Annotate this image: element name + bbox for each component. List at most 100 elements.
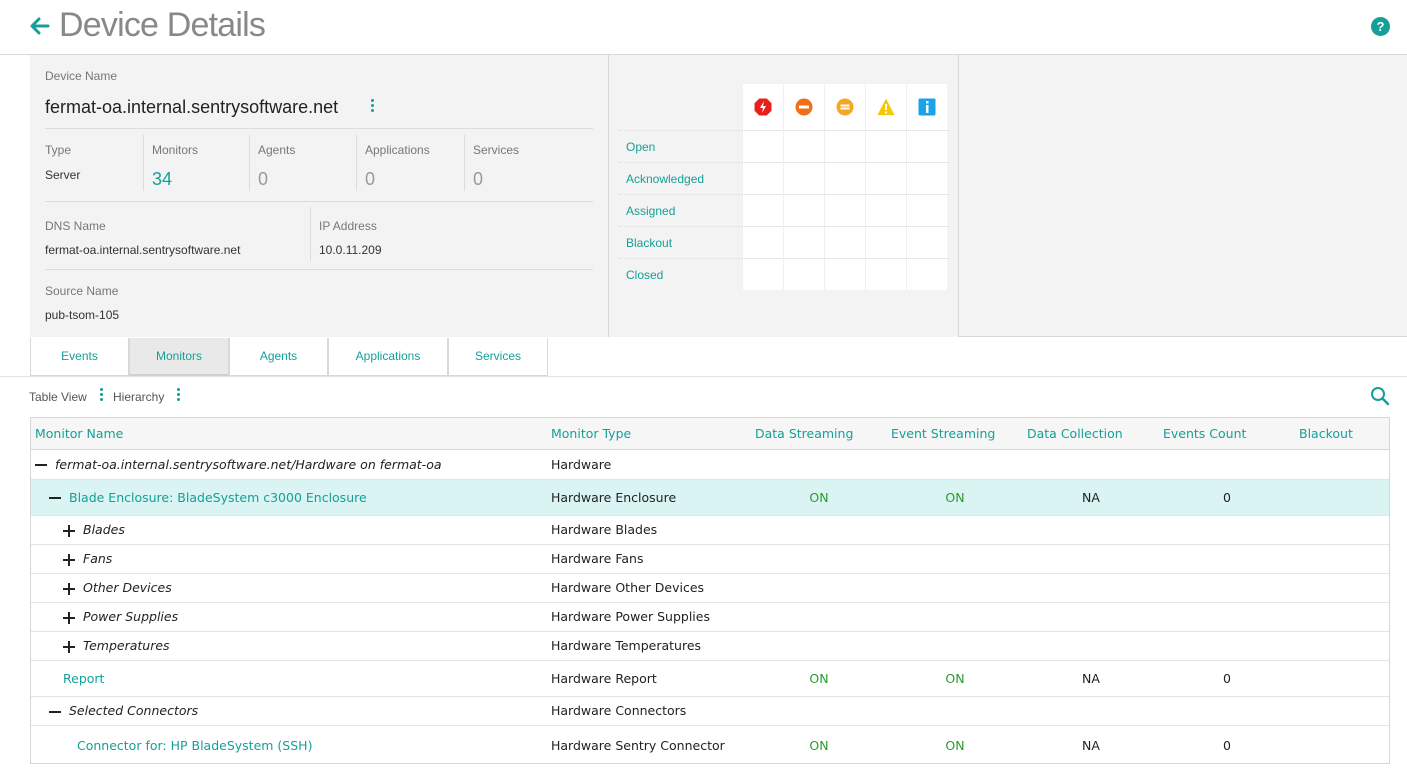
status-closed-link[interactable]: Closed	[626, 268, 664, 282]
monitor-type: Hardware Fans	[551, 551, 644, 566]
divider	[45, 128, 593, 129]
source-name-label: Source Name	[45, 284, 119, 298]
monitor-name: Blades	[83, 522, 125, 537]
collapse-icon[interactable]	[49, 706, 61, 718]
table-row[interactable]: Other Devices Hardware Other Devices	[31, 574, 1389, 603]
events-count: 0	[1223, 490, 1231, 505]
data-streaming-status: ON	[809, 671, 829, 686]
table-row[interactable]: Blade Enclosure: BladeSystem c3000 Enclo…	[31, 480, 1389, 516]
table-view-button[interactable]: Table View	[29, 390, 87, 404]
services-count: 0	[473, 169, 484, 189]
table-row[interactable]: fermat-oa.internal.sentrysoftware.net/Ha…	[31, 450, 1389, 480]
dns-name-value: fermat-oa.internal.sentrysoftware.net	[45, 243, 241, 257]
monitor-type: Hardware Other Devices	[551, 580, 705, 595]
expand-icon[interactable]	[63, 641, 75, 653]
left-gutter	[0, 55, 30, 337]
collapse-icon[interactable]	[35, 459, 47, 471]
tab-agents[interactable]: Agents	[229, 338, 328, 376]
monitor-type: Hardware Enclosure	[551, 490, 677, 505]
status-row-open: Open	[619, 130, 949, 162]
table-row[interactable]: Temperatures Hardware Temperatures	[31, 632, 1389, 661]
hierarchy-menu-icon[interactable]	[176, 388, 182, 406]
status-row-acknowledged: Acknowledged	[619, 162, 949, 194]
tab-monitors[interactable]: Monitors	[129, 338, 229, 376]
expand-icon[interactable]	[63, 612, 75, 624]
expand-icon[interactable]	[63, 583, 75, 595]
table-header: Monitor Name Monitor Type Data Streaming…	[31, 418, 1389, 450]
data-streaming-status: ON	[809, 738, 829, 753]
monitor-name: Temperatures	[83, 638, 170, 653]
monitor-type: Hardware Temperatures	[551, 638, 702, 653]
column-header-events-count[interactable]: Events Count	[1163, 426, 1247, 441]
divider	[0, 376, 1407, 377]
minor-icon	[836, 98, 854, 116]
divider	[249, 135, 250, 191]
collapse-icon[interactable]	[49, 492, 61, 504]
divider	[45, 269, 593, 270]
status-row-blackout: Blackout	[619, 226, 949, 258]
type-value: Server	[45, 168, 81, 182]
tab-applications[interactable]: Applications	[328, 338, 448, 376]
search-icon[interactable]	[1370, 386, 1390, 406]
column-header-event-streaming[interactable]: Event Streaming	[891, 426, 996, 441]
dns-name-label: DNS Name	[45, 219, 106, 233]
monitor-name-link[interactable]: Report	[63, 671, 105, 686]
applications-count: 0	[365, 169, 376, 189]
ip-address-value: 10.0.11.209	[319, 243, 382, 257]
status-open-link[interactable]: Open	[626, 140, 656, 154]
monitor-type: Hardware Power Supplies	[551, 609, 710, 624]
table-row[interactable]: Blades Hardware Blades	[31, 516, 1389, 545]
column-header-monitor-name[interactable]: Monitor Name	[35, 426, 124, 441]
major-icon	[795, 98, 813, 116]
expand-icon[interactable]	[63, 525, 75, 537]
device-summary: Device Name fermat-oa.internal.sentrysof…	[30, 55, 609, 337]
column-header-monitor-type[interactable]: Monitor Type	[551, 426, 632, 441]
agents-count: 0	[258, 169, 269, 189]
event-streaming-status: ON	[945, 671, 965, 686]
monitors-count[interactable]: 34	[152, 169, 173, 189]
back-arrow-icon[interactable]	[28, 13, 52, 39]
divider	[356, 135, 357, 191]
event-status-summary: Open Acknowledged Assigned Blackout Clos…	[609, 55, 959, 337]
tab-events[interactable]: Events	[30, 338, 129, 376]
monitor-name-link[interactable]: Blade Enclosure: BladeSystem c3000 Enclo…	[69, 490, 367, 505]
expand-icon[interactable]	[63, 554, 75, 566]
device-actions-menu-icon[interactable]	[370, 99, 376, 117]
divider	[310, 207, 311, 261]
table-row[interactable]: Report Hardware Report ON ON NA 0	[31, 661, 1389, 697]
event-streaming-status: ON	[945, 490, 965, 505]
device-name-label: Device Name	[45, 69, 118, 83]
monitor-type: Hardware Blades	[551, 522, 658, 537]
type-label: Type	[45, 143, 72, 157]
monitor-type: Hardware Report	[551, 671, 657, 686]
column-header-data-streaming[interactable]: Data Streaming	[755, 426, 854, 441]
monitor-name-link[interactable]: Connector for: HP BladeSystem (SSH)	[77, 738, 313, 753]
status-acknowledged-link[interactable]: Acknowledged	[626, 172, 705, 186]
ip-address-label: IP Address	[319, 219, 377, 233]
data-collection-status: NA	[1082, 738, 1100, 753]
warning-icon	[877, 98, 895, 115]
help-icon[interactable]: ?	[1371, 17, 1390, 36]
hierarchy-button[interactable]: Hierarchy	[113, 390, 165, 404]
status-blackout-link[interactable]: Blackout	[626, 236, 673, 250]
table-row[interactable]: Power Supplies Hardware Power Supplies	[31, 603, 1389, 632]
tab-services[interactable]: Services	[448, 338, 548, 376]
monitors-label: Monitors	[152, 143, 199, 157]
divider	[464, 135, 465, 191]
column-header-data-collection[interactable]: Data Collection	[1027, 426, 1123, 441]
data-collection-status: NA	[1082, 671, 1100, 686]
column-header-blackout[interactable]: Blackout	[1299, 426, 1353, 441]
table-row[interactable]: Selected Connectors Hardware Connectors	[31, 697, 1389, 726]
status-assigned-link[interactable]: Assigned	[626, 204, 676, 218]
table-row[interactable]: Connector for: HP BladeSystem (SSH) Hard…	[31, 726, 1389, 763]
events-count: 0	[1223, 671, 1231, 686]
monitor-name: fermat-oa.internal.sentrysoftware.net/Ha…	[55, 457, 442, 472]
view-switch-menu-icon[interactable]	[99, 388, 105, 406]
data-streaming-status: ON	[809, 490, 829, 505]
data-collection-status: NA	[1082, 490, 1100, 505]
status-row-closed: Closed	[619, 258, 949, 290]
monitors-table: Monitor Name Monitor Type Data Streaming…	[30, 417, 1390, 764]
monitor-type: Hardware Connectors	[551, 703, 687, 718]
status-row-assigned: Assigned	[619, 194, 949, 226]
table-row[interactable]: Fans Hardware Fans	[31, 545, 1389, 574]
